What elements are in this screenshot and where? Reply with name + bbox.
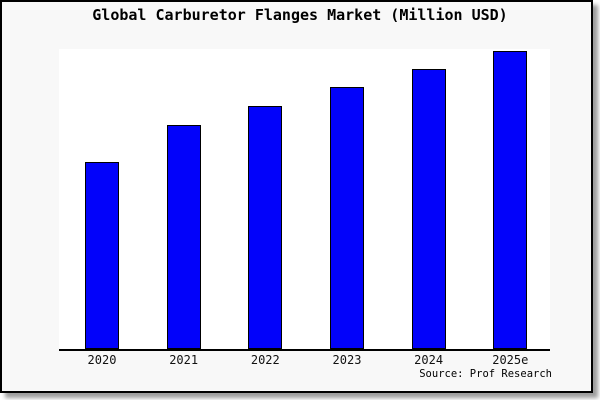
- bar-2024: [411, 68, 446, 349]
- chart-title: Global Carburetor Flanges Market (Millio…: [92, 6, 508, 24]
- bar-2023: [329, 87, 364, 349]
- bar-2021: [166, 124, 201, 349]
- source-note: Source: Prof Research: [419, 368, 552, 380]
- x-axis-label-2024: 2024: [414, 353, 444, 367]
- bar-2022: [248, 105, 283, 349]
- x-axis-labels: 2020 2021 2022 2023 2024 2025e: [59, 353, 550, 369]
- x-axis-label-2021: 2021: [169, 353, 199, 367]
- bar-2020: [85, 161, 119, 349]
- bar-2025e: [493, 51, 528, 349]
- x-axis-label-2025e: 2025e: [492, 353, 529, 367]
- plot-area: [59, 49, 550, 351]
- x-axis-label-2022: 2022: [250, 353, 280, 367]
- x-axis-label-2020: 2020: [87, 353, 117, 367]
- x-axis-label-2023: 2023: [332, 353, 362, 367]
- chart-frame: Global Carburetor Flanges Market (Millio…: [0, 0, 593, 393]
